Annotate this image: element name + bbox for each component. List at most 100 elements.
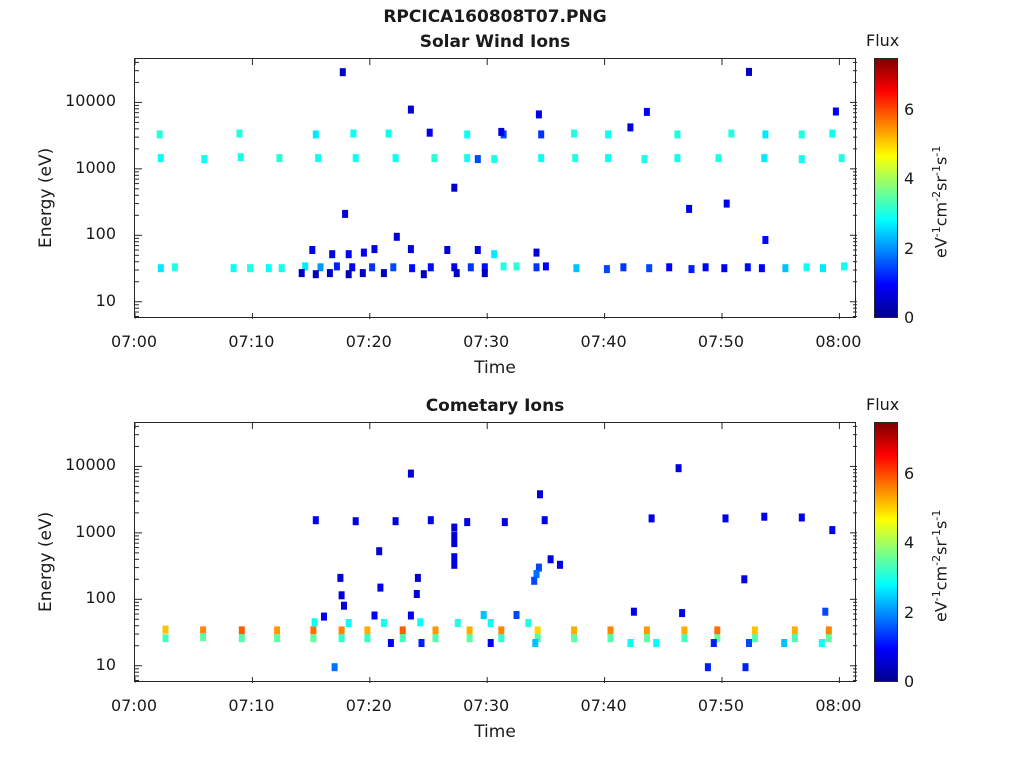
heatmap-cell bbox=[407, 469, 414, 478]
heatmap-cell bbox=[533, 263, 540, 272]
heatmap-cell bbox=[798, 513, 805, 522]
heatmap-cell bbox=[607, 634, 614, 643]
heatmap-cell bbox=[648, 514, 655, 523]
heatmap-cell bbox=[464, 518, 471, 527]
heatmap-cell bbox=[413, 590, 420, 598]
heatmap-cell bbox=[535, 563, 542, 572]
heatmap-cell bbox=[710, 639, 717, 647]
heatmap-cell bbox=[312, 516, 319, 525]
heatmap-cell bbox=[380, 269, 387, 278]
heatmap-cell bbox=[603, 265, 610, 274]
heatmap-cell bbox=[321, 612, 327, 621]
heatmap-cell bbox=[387, 639, 394, 647]
heatmap-cell bbox=[481, 263, 488, 272]
heatmap-cell bbox=[377, 583, 384, 592]
heatmap-cell bbox=[803, 263, 810, 272]
heatmap-cell bbox=[513, 611, 520, 619]
heatmap-cell bbox=[481, 269, 488, 278]
heatmap-cell bbox=[399, 626, 406, 635]
heatmap-cell bbox=[746, 639, 752, 647]
unit-ev: eV bbox=[931, 237, 951, 258]
heatmap-cell bbox=[157, 264, 164, 273]
heatmap-cell bbox=[487, 639, 494, 647]
heatmap-cell bbox=[338, 626, 345, 635]
heatmap-cell bbox=[758, 264, 765, 273]
heatmap-cell bbox=[407, 245, 414, 254]
colorbar-tick-label: 4 bbox=[904, 533, 915, 553]
heatmap-cell bbox=[364, 634, 371, 643]
x-tick-label: 07:10 bbox=[228, 332, 275, 351]
heatmap-cell bbox=[399, 634, 406, 643]
heatmap-cell bbox=[571, 129, 578, 138]
heatmap-cell bbox=[339, 68, 346, 77]
heatmap-cell bbox=[431, 154, 438, 163]
unit-ev-exp: -1 bbox=[930, 226, 943, 238]
heatmap-cell bbox=[535, 110, 542, 119]
solar-wind-plot-area bbox=[134, 58, 857, 319]
heatmap-cell bbox=[309, 246, 316, 254]
heatmap-cell bbox=[728, 129, 735, 138]
panel-title-cometary: Cometary Ions bbox=[425, 396, 565, 416]
heatmap-cell bbox=[417, 618, 424, 627]
heatmap-cell bbox=[538, 130, 545, 139]
heatmap-cell bbox=[525, 619, 532, 627]
heatmap-cell bbox=[200, 633, 207, 642]
heatmap-cell bbox=[392, 517, 399, 526]
heatmap-cell bbox=[312, 130, 319, 139]
heatmap-cell bbox=[742, 663, 749, 672]
heatmap-cell bbox=[841, 262, 848, 271]
colorbar-tick-label: 2 bbox=[904, 602, 915, 622]
heatmap-cell bbox=[237, 153, 244, 162]
heatmap-cell bbox=[274, 634, 281, 643]
colorbar-tick-label: 2 bbox=[904, 238, 915, 258]
heatmap-cell bbox=[474, 155, 481, 164]
heatmap-cell bbox=[393, 232, 400, 241]
heatmap-cell bbox=[376, 547, 383, 556]
heatmap-cell bbox=[751, 634, 758, 643]
heatmap-cell bbox=[557, 560, 563, 569]
y-tick-label: 1000 bbox=[75, 157, 116, 177]
heatmap-cell bbox=[407, 611, 414, 620]
unit-s-exp: -1 bbox=[930, 509, 943, 521]
figure-title: RPCICA160808T07.PNG bbox=[383, 7, 607, 27]
x-tick-label: 07:40 bbox=[580, 332, 627, 351]
heatmap-cell bbox=[350, 129, 357, 138]
heatmap-cell bbox=[513, 262, 520, 271]
y-tick-label: 100 bbox=[85, 224, 116, 244]
heatmap-cell bbox=[371, 245, 378, 254]
heatmap-cell bbox=[714, 634, 721, 643]
heatmap-cell bbox=[533, 570, 540, 578]
heatmap-cell bbox=[538, 154, 545, 163]
heatmap-cell bbox=[491, 250, 498, 259]
heatmap-cell bbox=[532, 639, 539, 647]
colorbar-bottom bbox=[874, 422, 898, 682]
heatmap-cell bbox=[338, 634, 345, 643]
heatmap-cell bbox=[791, 634, 798, 643]
heatmap-cell bbox=[531, 576, 538, 585]
unit-sr: sr bbox=[931, 539, 951, 555]
colorbar-tick-label: 0 bbox=[904, 308, 915, 327]
y-tick-label: 100 bbox=[85, 588, 116, 608]
heatmap-cell bbox=[829, 129, 836, 138]
heatmap-cell bbox=[498, 626, 505, 635]
heatmap-cell bbox=[454, 619, 461, 627]
x-tick-label: 07:20 bbox=[345, 332, 392, 351]
heatmap-cell bbox=[761, 154, 768, 163]
heatmap-cell bbox=[385, 129, 392, 138]
heatmap-cell bbox=[349, 263, 356, 272]
heatmap-cell bbox=[723, 199, 730, 208]
heatmap-cell bbox=[781, 639, 788, 647]
heatmap-cell bbox=[571, 626, 578, 635]
heatmap-cell bbox=[487, 619, 494, 627]
unit-cm: cm bbox=[931, 201, 951, 227]
x-tick-label: 07:40 bbox=[580, 696, 627, 715]
heatmap-cell bbox=[171, 263, 178, 272]
heatmap-cell bbox=[675, 464, 682, 473]
cometary-x-axis-label: Time bbox=[474, 722, 516, 742]
x-tick-label: 07:30 bbox=[463, 696, 510, 715]
unit-ev: eV bbox=[931, 601, 951, 622]
heatmap-cell bbox=[653, 639, 660, 647]
heatmap-cell bbox=[704, 663, 711, 672]
heatmap-cell bbox=[791, 626, 798, 635]
heatmap-cell bbox=[474, 246, 481, 254]
